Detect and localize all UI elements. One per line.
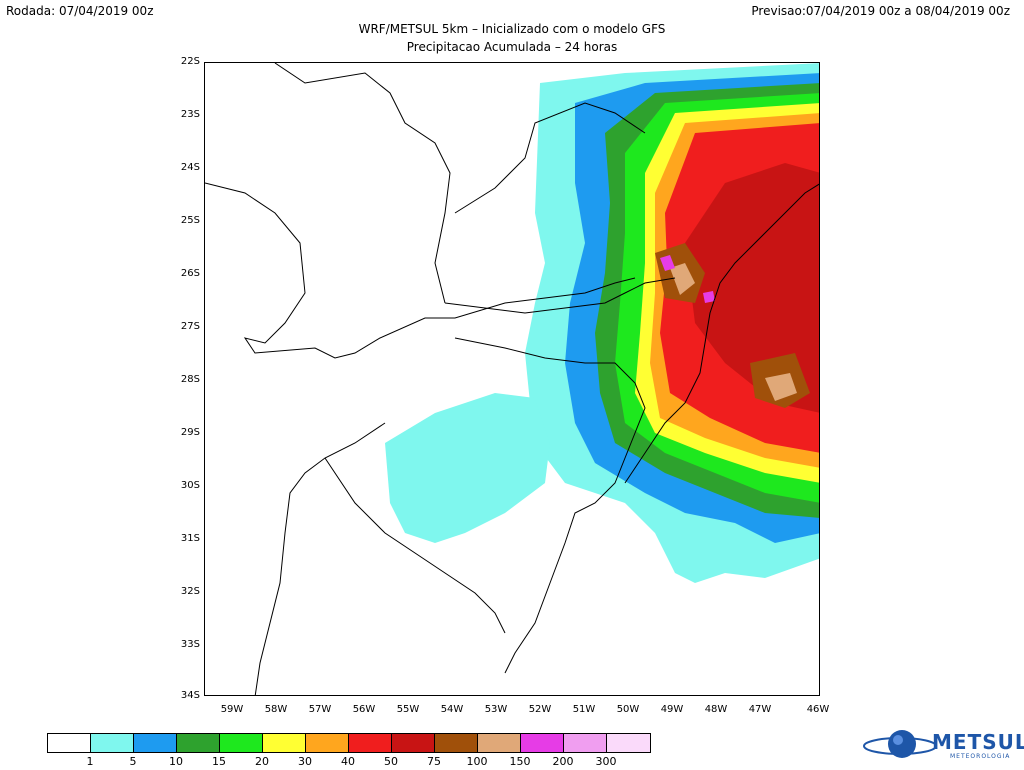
legend-swatch [263, 734, 306, 752]
legend-swatch [521, 734, 564, 752]
legend-label: 150 [509, 755, 531, 768]
legend-label: 15 [212, 755, 226, 768]
legend-swatch [564, 734, 607, 752]
legend-label: 40 [341, 755, 355, 768]
lat-tick: 24S [180, 162, 200, 173]
legend-label: 1 [86, 755, 94, 768]
legend-swatch [349, 734, 392, 752]
rs-border [454, 337, 646, 674]
lon-tick: 46W [806, 704, 830, 715]
lat-tick: 32S [180, 586, 200, 597]
lon-tick: 58W [264, 704, 288, 715]
map-title: WRF/METSUL 5km – Inicializado com o mode… [358, 22, 666, 36]
boundaries [205, 63, 819, 695]
brazil-argentina-border [205, 182, 636, 359]
legend-swatch [177, 734, 220, 752]
map-canvas [205, 63, 819, 695]
lat-tick: 31S [180, 533, 200, 544]
precipitation-legend [47, 733, 651, 753]
precipitation-map [204, 62, 820, 696]
uruguay-border [254, 422, 386, 695]
legend-label: 75 [427, 755, 441, 768]
sc-pr-border [444, 277, 676, 314]
lon-tick: 53W [484, 704, 508, 715]
lat-tick: 23S [180, 109, 200, 120]
lon-tick: 57W [308, 704, 332, 715]
legend-swatch [435, 734, 478, 752]
lat-tick: 26S [180, 268, 200, 279]
lon-tick: 55W [396, 704, 420, 715]
lon-tick: 49W [660, 704, 684, 715]
legend-swatch [48, 734, 91, 752]
map-subtitle: Precipitacao Acumulada – 24 horas [406, 40, 618, 54]
logo-tagline: METEOROLOGIA [950, 753, 1011, 760]
precip-100mm [655, 243, 810, 408]
legend-label: 200 [552, 755, 574, 768]
lon-tick: 50W [616, 704, 640, 715]
lat-tick: 22S [180, 56, 200, 67]
legend-label: 100 [466, 755, 488, 768]
lon-tick: 48W [704, 704, 728, 715]
precip-150mm [670, 263, 797, 401]
lat-tick: 33S [180, 639, 200, 650]
legend-label: 5 [129, 755, 137, 768]
legend-swatch [392, 734, 435, 752]
lat-tick: 30S [180, 480, 200, 491]
lat-tick: 28S [180, 374, 200, 385]
lat-tick: 25S [180, 215, 200, 226]
precip-75mm [685, 163, 819, 413]
legend-label: 50 [384, 755, 398, 768]
uruguay-brazil-border [324, 457, 506, 634]
lon-tick: 56W [352, 704, 376, 715]
legend-swatch [478, 734, 521, 752]
logo-name: METSUL [932, 730, 1024, 754]
legend-label: 10 [169, 755, 183, 768]
lon-tick: 47W [748, 704, 772, 715]
legend-label: 20 [255, 755, 269, 768]
legend-swatch [134, 734, 177, 752]
lat-tick: 27S [180, 321, 200, 332]
legend-swatch [607, 734, 650, 752]
coastline [624, 183, 819, 484]
legend-swatch [306, 734, 349, 752]
lon-tick: 54W [440, 704, 464, 715]
paraguay-border [274, 63, 451, 304]
forecast-period-label: Previsao:07/04/2019 00z a 08/04/2019 00z [751, 4, 1010, 18]
precipitation-field [385, 63, 819, 583]
run-date-label: Rodada: 07/04/2019 00z [6, 4, 154, 18]
metsul-logo-icon [863, 730, 937, 758]
lat-tick: 34S [180, 690, 200, 701]
pr-sp-border [454, 102, 646, 214]
lon-tick: 51W [572, 704, 596, 715]
lat-tick: 29S [180, 427, 200, 438]
lon-tick: 52W [528, 704, 552, 715]
legend-swatch [220, 734, 263, 752]
legend-swatch [91, 734, 134, 752]
precip-1mm-inland [385, 393, 550, 543]
legend-label: 300 [595, 755, 617, 768]
lon-tick: 59W [220, 704, 244, 715]
legend-label: 30 [298, 755, 312, 768]
precip-200mm [660, 255, 715, 303]
